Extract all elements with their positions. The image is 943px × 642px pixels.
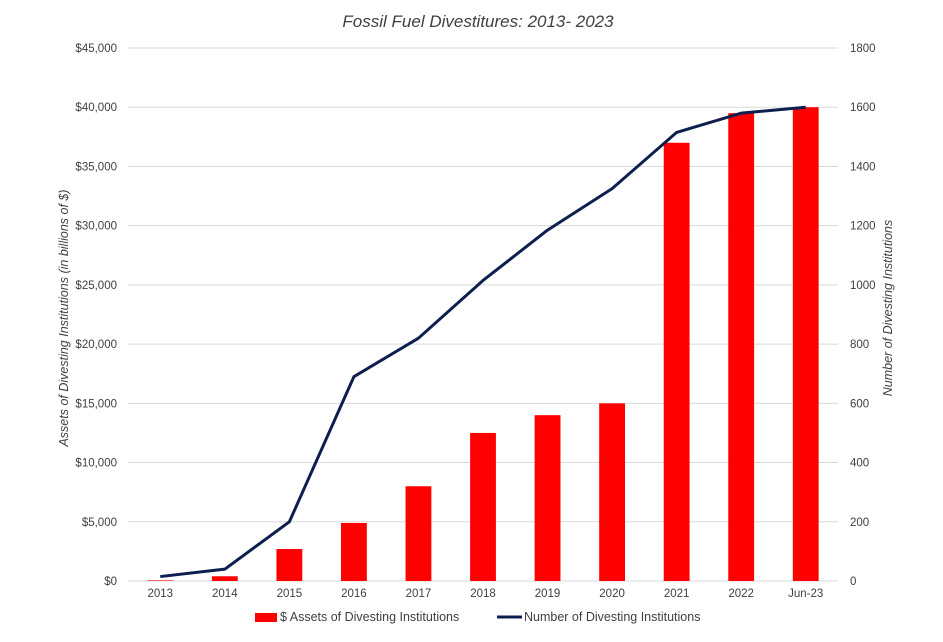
series-line <box>160 105 806 579</box>
x-tick-label: 2017 <box>406 588 432 600</box>
y2-tick-label: 1400 <box>850 161 876 173</box>
x-tick-label: 2018 <box>470 588 496 600</box>
y-tick-label: $10,000 <box>75 458 117 470</box>
y2-tick-label: 1000 <box>850 280 876 292</box>
y-tick-label: $0 <box>104 576 117 588</box>
legend-label-institutions: Number of Divesting Institutions <box>524 610 700 624</box>
line-series <box>160 105 806 579</box>
y-tick-label: $45,000 <box>75 43 117 55</box>
bar <box>470 432 496 581</box>
x-tick-label: 2021 <box>664 588 690 600</box>
bar <box>534 415 561 581</box>
y-tick-label: $35,000 <box>75 161 117 173</box>
bar <box>792 107 819 581</box>
bar <box>599 403 625 581</box>
y2-tick-label: 400 <box>850 458 869 470</box>
bar <box>341 522 367 581</box>
y-tick-label: $25,000 <box>75 280 117 292</box>
bar <box>211 576 238 581</box>
bar <box>147 580 174 581</box>
x-tick-label: 2020 <box>599 588 625 600</box>
x-tick-label: 2014 <box>212 588 238 600</box>
gridlines <box>128 47 838 582</box>
y-tick-label: $40,000 <box>75 102 117 114</box>
x-tick-label: 2022 <box>728 588 754 600</box>
y-tick-label: $5,000 <box>82 517 117 529</box>
x-tick-label: 2015 <box>277 588 303 600</box>
x-tick-label: 2013 <box>147 588 173 600</box>
y-tick-label: $15,000 <box>75 398 117 410</box>
y-tick-label: $30,000 <box>75 221 117 233</box>
bar-series <box>147 107 819 582</box>
y2-tick-label: 800 <box>850 339 869 351</box>
legend-swatch-assets <box>255 613 277 622</box>
x-tick-label: 2019 <box>535 588 561 600</box>
legend: $ Assets of Divesting Institutions Numbe… <box>255 610 700 624</box>
y2-tick-label: 200 <box>850 517 869 529</box>
y2-tick-label: 600 <box>850 398 869 410</box>
legend-label-assets: $ Assets of Divesting Institutions <box>280 610 459 624</box>
bar <box>663 142 690 581</box>
bar <box>405 486 432 581</box>
y2-tick-label: 1600 <box>850 102 876 114</box>
axes: $0 0 $5,000 200 $10,000 400 $15,000 600 $20,000 8… <box>75 43 875 600</box>
y2-tick-label: 1200 <box>850 221 876 233</box>
y2-tick-label: 0 <box>850 576 856 588</box>
y2-axis-label: Number of Divesting Institutions <box>881 220 895 396</box>
y2-tick-label: 1800 <box>850 43 876 55</box>
chart-title: Fossil Fuel Divestitures: 2013- 2023 <box>342 12 614 31</box>
x-tick-label: Jun-23 <box>788 588 823 600</box>
x-tick-label: 2016 <box>341 588 367 600</box>
y-tick-label: $20,000 <box>75 339 117 351</box>
bar <box>728 113 755 582</box>
bar <box>276 549 303 581</box>
y-axis-label: Assets of Divesting Institutions (in bil… <box>57 189 71 447</box>
